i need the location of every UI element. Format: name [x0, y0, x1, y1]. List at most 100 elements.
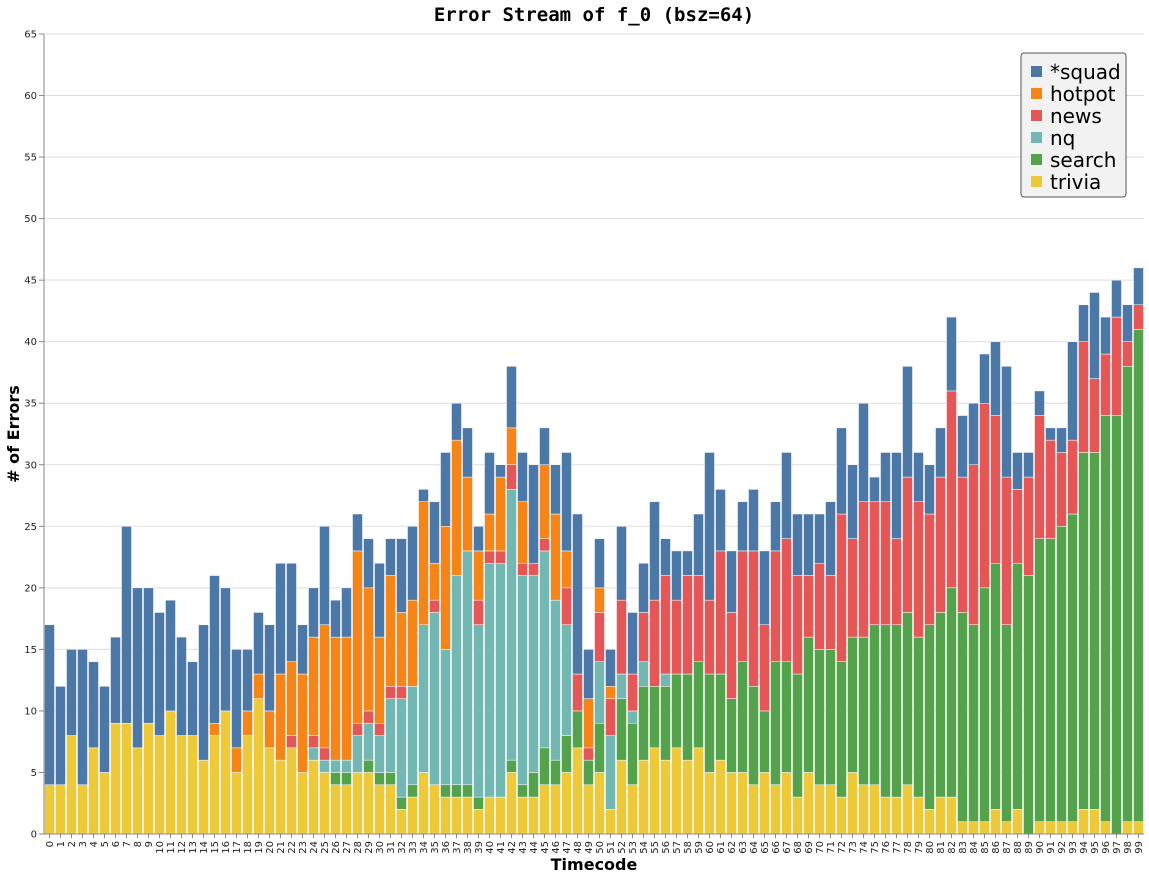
x-tick-label: 21 — [276, 841, 287, 854]
bar-segment-news-87 — [1001, 476, 1012, 626]
x-tick-label: 39 — [474, 841, 485, 854]
y-tick-label: 10 — [24, 706, 37, 717]
bar-segment-hotpot-18 — [242, 710, 253, 736]
legend-label: trivia — [1050, 170, 1101, 194]
bar-segment-trivia-77 — [891, 796, 902, 835]
bar-segment-squad-7 — [121, 526, 132, 724]
bar-segment-squad-70 — [814, 513, 825, 564]
x-tick-label: 71 — [826, 841, 837, 854]
bar-segment-search-66 — [770, 661, 781, 786]
bar-segment-trivia-27 — [341, 784, 352, 835]
x-tick-label: 55 — [650, 841, 661, 854]
bar-segment-trivia-96 — [1100, 821, 1111, 835]
bar-segment-squad-46 — [550, 464, 561, 515]
bar-segment-squad-60 — [704, 452, 715, 601]
bar-segment-squad-20 — [264, 624, 275, 712]
x-tick-label: 51 — [606, 841, 617, 854]
x-tick-label: 54 — [639, 841, 650, 854]
bar-segment-news-92 — [1056, 452, 1067, 527]
bar-segment-news-25 — [319, 747, 330, 761]
x-tick-label: 52 — [617, 841, 628, 854]
bar-segment-trivia-34 — [418, 772, 429, 835]
bar-segment-trivia-51 — [605, 809, 616, 835]
bar-segment-hotpot-21 — [275, 673, 286, 761]
x-tick-label: 49 — [584, 841, 595, 854]
bar-segment-trivia-46 — [550, 784, 561, 835]
bar-segment-squad-63 — [737, 501, 748, 552]
bar-segment-news-91 — [1045, 439, 1056, 539]
bar-segment-hotpot-20 — [264, 710, 275, 749]
bar-segment-trivia-65 — [759, 772, 770, 835]
x-tick-label: 29 — [364, 841, 375, 854]
bar-segment-search-92 — [1056, 526, 1067, 822]
legend-label: nq — [1050, 126, 1075, 150]
bar-segment-trivia-43 — [517, 796, 528, 835]
bar-segment-news-74 — [858, 501, 869, 638]
bar-segment-squad-47 — [561, 452, 572, 552]
bar-segment-search-89 — [1023, 575, 1034, 835]
bar-segment-squad-66 — [770, 501, 781, 552]
bar-segment-nq-51 — [605, 735, 616, 810]
bar-segment-nq-33 — [407, 686, 418, 786]
bar-segment-trivia-69 — [803, 772, 814, 835]
bar-segment-hotpot-40 — [484, 513, 495, 552]
bar-segment-trivia-13 — [187, 735, 198, 835]
bar-segment-squad-94 — [1078, 304, 1089, 342]
bar-segment-news-98 — [1122, 341, 1133, 367]
x-tick-label: 63 — [738, 841, 749, 854]
bar-segment-nq-35 — [429, 612, 440, 786]
bar-segment-hotpot-25 — [319, 624, 330, 749]
bar-segment-news-72 — [836, 513, 847, 662]
legend-swatch — [1031, 110, 1042, 121]
bar-segment-squad-54 — [638, 562, 649, 613]
bar-segment-news-39 — [473, 599, 484, 626]
bar-segment-trivia-28 — [352, 772, 363, 835]
x-tick-label: 86 — [991, 841, 1002, 854]
bar-segment-trivia-83 — [957, 821, 968, 835]
bar-segment-search-80 — [924, 624, 935, 810]
x-tick-label: 85 — [980, 841, 991, 854]
x-tick-label: 30 — [375, 841, 386, 854]
x-tick-label: 3 — [78, 841, 89, 847]
bar-segment-nq-32 — [396, 698, 407, 798]
bar-segment-news-68 — [792, 575, 803, 675]
x-tick-label: 56 — [661, 841, 672, 854]
bar-segment-search-47 — [561, 735, 572, 773]
bar-segment-trivia-6 — [110, 722, 121, 835]
x-tick-label: 10 — [155, 841, 166, 854]
bar-segment-search-85 — [979, 587, 990, 822]
bar-segment-trivia-7 — [121, 722, 132, 835]
x-tick-label: 20 — [265, 841, 276, 854]
bar-segment-hotpot-28 — [352, 550, 363, 724]
bar-segment-trivia-20 — [264, 747, 275, 835]
x-tick-label: 44 — [529, 841, 540, 854]
bar-segment-search-87 — [1001, 624, 1012, 822]
bar-segment-hotpot-15 — [209, 722, 220, 736]
bar-segment-nq-24 — [308, 747, 319, 761]
bar-segment-squad-82 — [946, 316, 957, 392]
bar-segment-squad-43 — [517, 452, 528, 502]
bar-segment-squad-0 — [44, 624, 55, 786]
y-tick-label: 35 — [24, 399, 37, 410]
bar-segment-news-71 — [825, 575, 836, 650]
bar-segment-search-26 — [330, 772, 341, 786]
bar-segment-news-58 — [682, 575, 693, 675]
bar-segment-search-38 — [462, 784, 473, 798]
x-tick-label: 23 — [298, 841, 309, 854]
x-tick-label: 87 — [1002, 841, 1013, 854]
x-tick-label: 93 — [1068, 841, 1079, 854]
bar-segment-news-44 — [528, 562, 539, 576]
bar-segment-trivia-11 — [165, 710, 176, 835]
bar-segment-hotpot-19 — [253, 673, 264, 699]
bar-segment-squad-51 — [605, 649, 616, 687]
x-tick-label: 17 — [232, 841, 243, 854]
bar-segment-search-33 — [407, 784, 418, 798]
bar-segment-squad-81 — [935, 427, 946, 478]
legend-swatch — [1031, 66, 1042, 77]
legend-label: search — [1050, 148, 1116, 172]
x-tick-label: 99 — [1134, 841, 1145, 854]
bar-segment-news-24 — [308, 735, 319, 749]
bar-segment-search-59 — [693, 661, 704, 749]
bar-segment-news-66 — [770, 550, 781, 662]
bar-segment-search-53 — [627, 722, 638, 786]
